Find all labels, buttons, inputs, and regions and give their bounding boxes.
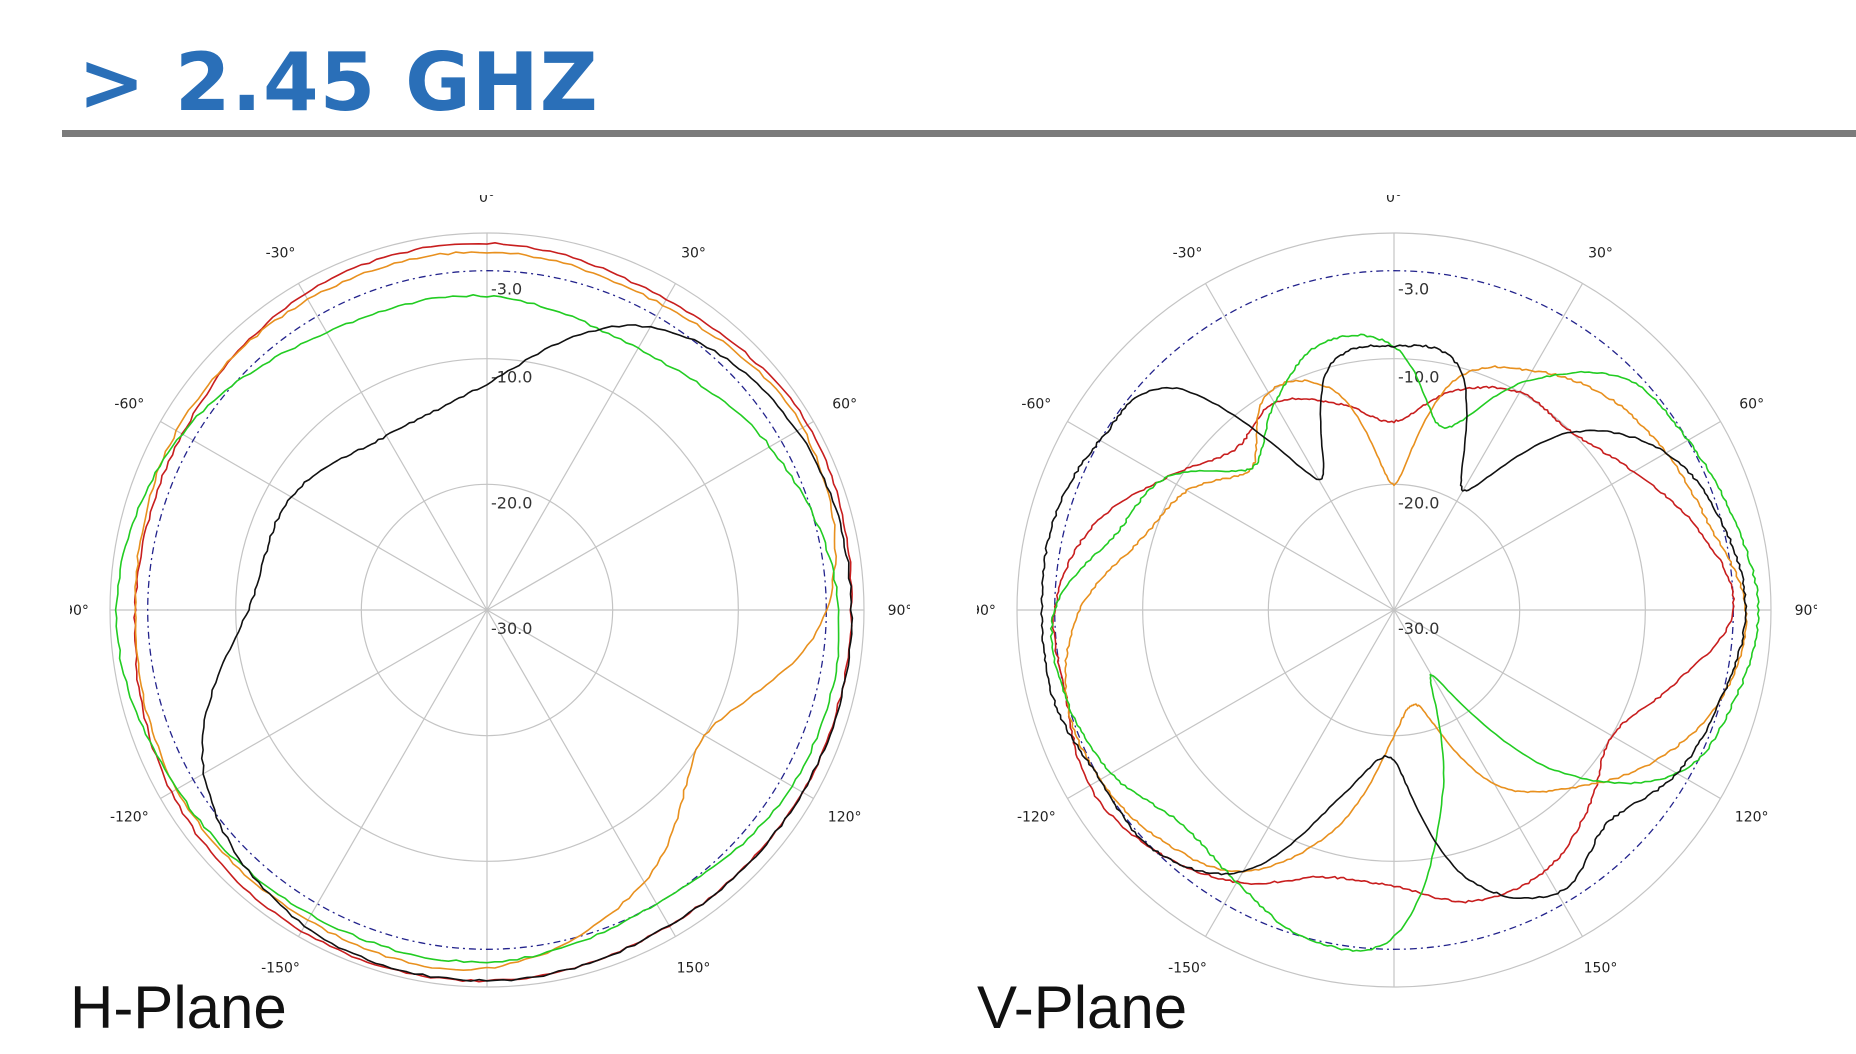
grid-spoke xyxy=(1393,609,1721,800)
title-divider xyxy=(62,130,1856,137)
angle-tick-label: 30° xyxy=(681,245,706,261)
grid-spoke xyxy=(486,283,677,611)
grid-spoke xyxy=(1204,283,1395,611)
radial-tick-label: -10.0 xyxy=(1398,368,1439,387)
grid-ring xyxy=(235,358,739,862)
angle-tick-label: 30° xyxy=(1588,245,1613,261)
angle-tick-label: 150° xyxy=(1584,961,1618,977)
radial-tick-label: -3.0 xyxy=(491,280,522,299)
series-3-trace xyxy=(1040,344,1748,900)
grid-spoke xyxy=(1393,609,1584,937)
angle-tick-label: -60° xyxy=(114,397,144,413)
radial-tick-label: -20.0 xyxy=(491,493,532,512)
slide-title: > 2.45 GHZ xyxy=(78,36,599,129)
v-plane-chart: -3.0-10.0-20.0-30.00°30°60°90°120°150°18… xyxy=(977,195,1817,1015)
angle-tick-label: 120° xyxy=(828,810,862,826)
grid-spoke xyxy=(1393,420,1721,611)
h-plane-chart: -3.0-10.0-20.0-30.00°30°60°90°120°150°18… xyxy=(70,195,910,1015)
angle-tick-label: 60° xyxy=(1739,397,1764,413)
series-3-trace xyxy=(200,324,854,982)
series-2-trace xyxy=(114,294,840,964)
grid-ring xyxy=(1016,232,1772,988)
radial-tick-label: -30.0 xyxy=(491,619,532,638)
angle-tick-label: -150° xyxy=(261,961,300,977)
grid-spoke xyxy=(297,609,488,937)
angle-tick-label: -90° xyxy=(70,603,89,619)
radial-tick-label: -3.0 xyxy=(1398,280,1429,299)
grid-spoke xyxy=(1067,609,1395,800)
angle-tick-label: -120° xyxy=(1017,810,1056,826)
grid-spoke xyxy=(1393,283,1584,611)
angle-tick-label: 120° xyxy=(1735,810,1769,826)
v-plane-polar-plot: -3.0-10.0-20.0-30.00°30°60°90°120°150°18… xyxy=(977,195,1817,988)
angle-tick-label: 0° xyxy=(479,195,495,206)
grid-ring xyxy=(360,483,614,737)
radial-tick-label: -10.0 xyxy=(491,368,532,387)
grid-ring xyxy=(1142,358,1646,862)
angle-tick-label: -150° xyxy=(1168,961,1207,977)
angle-tick-label: 150° xyxy=(677,961,711,977)
series-1-trace xyxy=(134,251,838,972)
angle-tick-label: -120° xyxy=(110,810,149,826)
angle-tick-label: 60° xyxy=(832,397,857,413)
radial-tick-label: -30.0 xyxy=(1398,619,1439,638)
angle-tick-label: -90° xyxy=(977,603,996,619)
grid-spoke xyxy=(1204,609,1395,937)
series-0-trace xyxy=(1052,385,1736,904)
series-2-trace xyxy=(1049,333,1760,952)
grid-spoke xyxy=(486,420,814,611)
h-plane-polar-plot: -3.0-10.0-20.0-30.00°30°60°90°120°150°18… xyxy=(70,195,910,988)
grid-spoke xyxy=(160,609,488,800)
grid-spoke xyxy=(1067,420,1395,611)
angle-tick-label: 90° xyxy=(888,603,910,619)
grid-ring xyxy=(109,232,865,988)
h-plane-caption: H-Plane xyxy=(70,974,287,1041)
angle-tick-label: -30° xyxy=(266,245,296,261)
radial-tick-label: -20.0 xyxy=(1398,493,1439,512)
grid-spoke xyxy=(486,609,814,800)
grid-spoke xyxy=(160,420,488,611)
angle-tick-label: 90° xyxy=(1795,603,1817,619)
grid-spoke xyxy=(486,609,677,937)
angle-tick-label: 0° xyxy=(1386,195,1402,206)
angle-tick-label: -60° xyxy=(1021,397,1051,413)
v-plane-caption: V-Plane xyxy=(977,974,1188,1041)
angle-tick-label: -30° xyxy=(1173,245,1203,261)
grid-spoke xyxy=(297,283,488,611)
